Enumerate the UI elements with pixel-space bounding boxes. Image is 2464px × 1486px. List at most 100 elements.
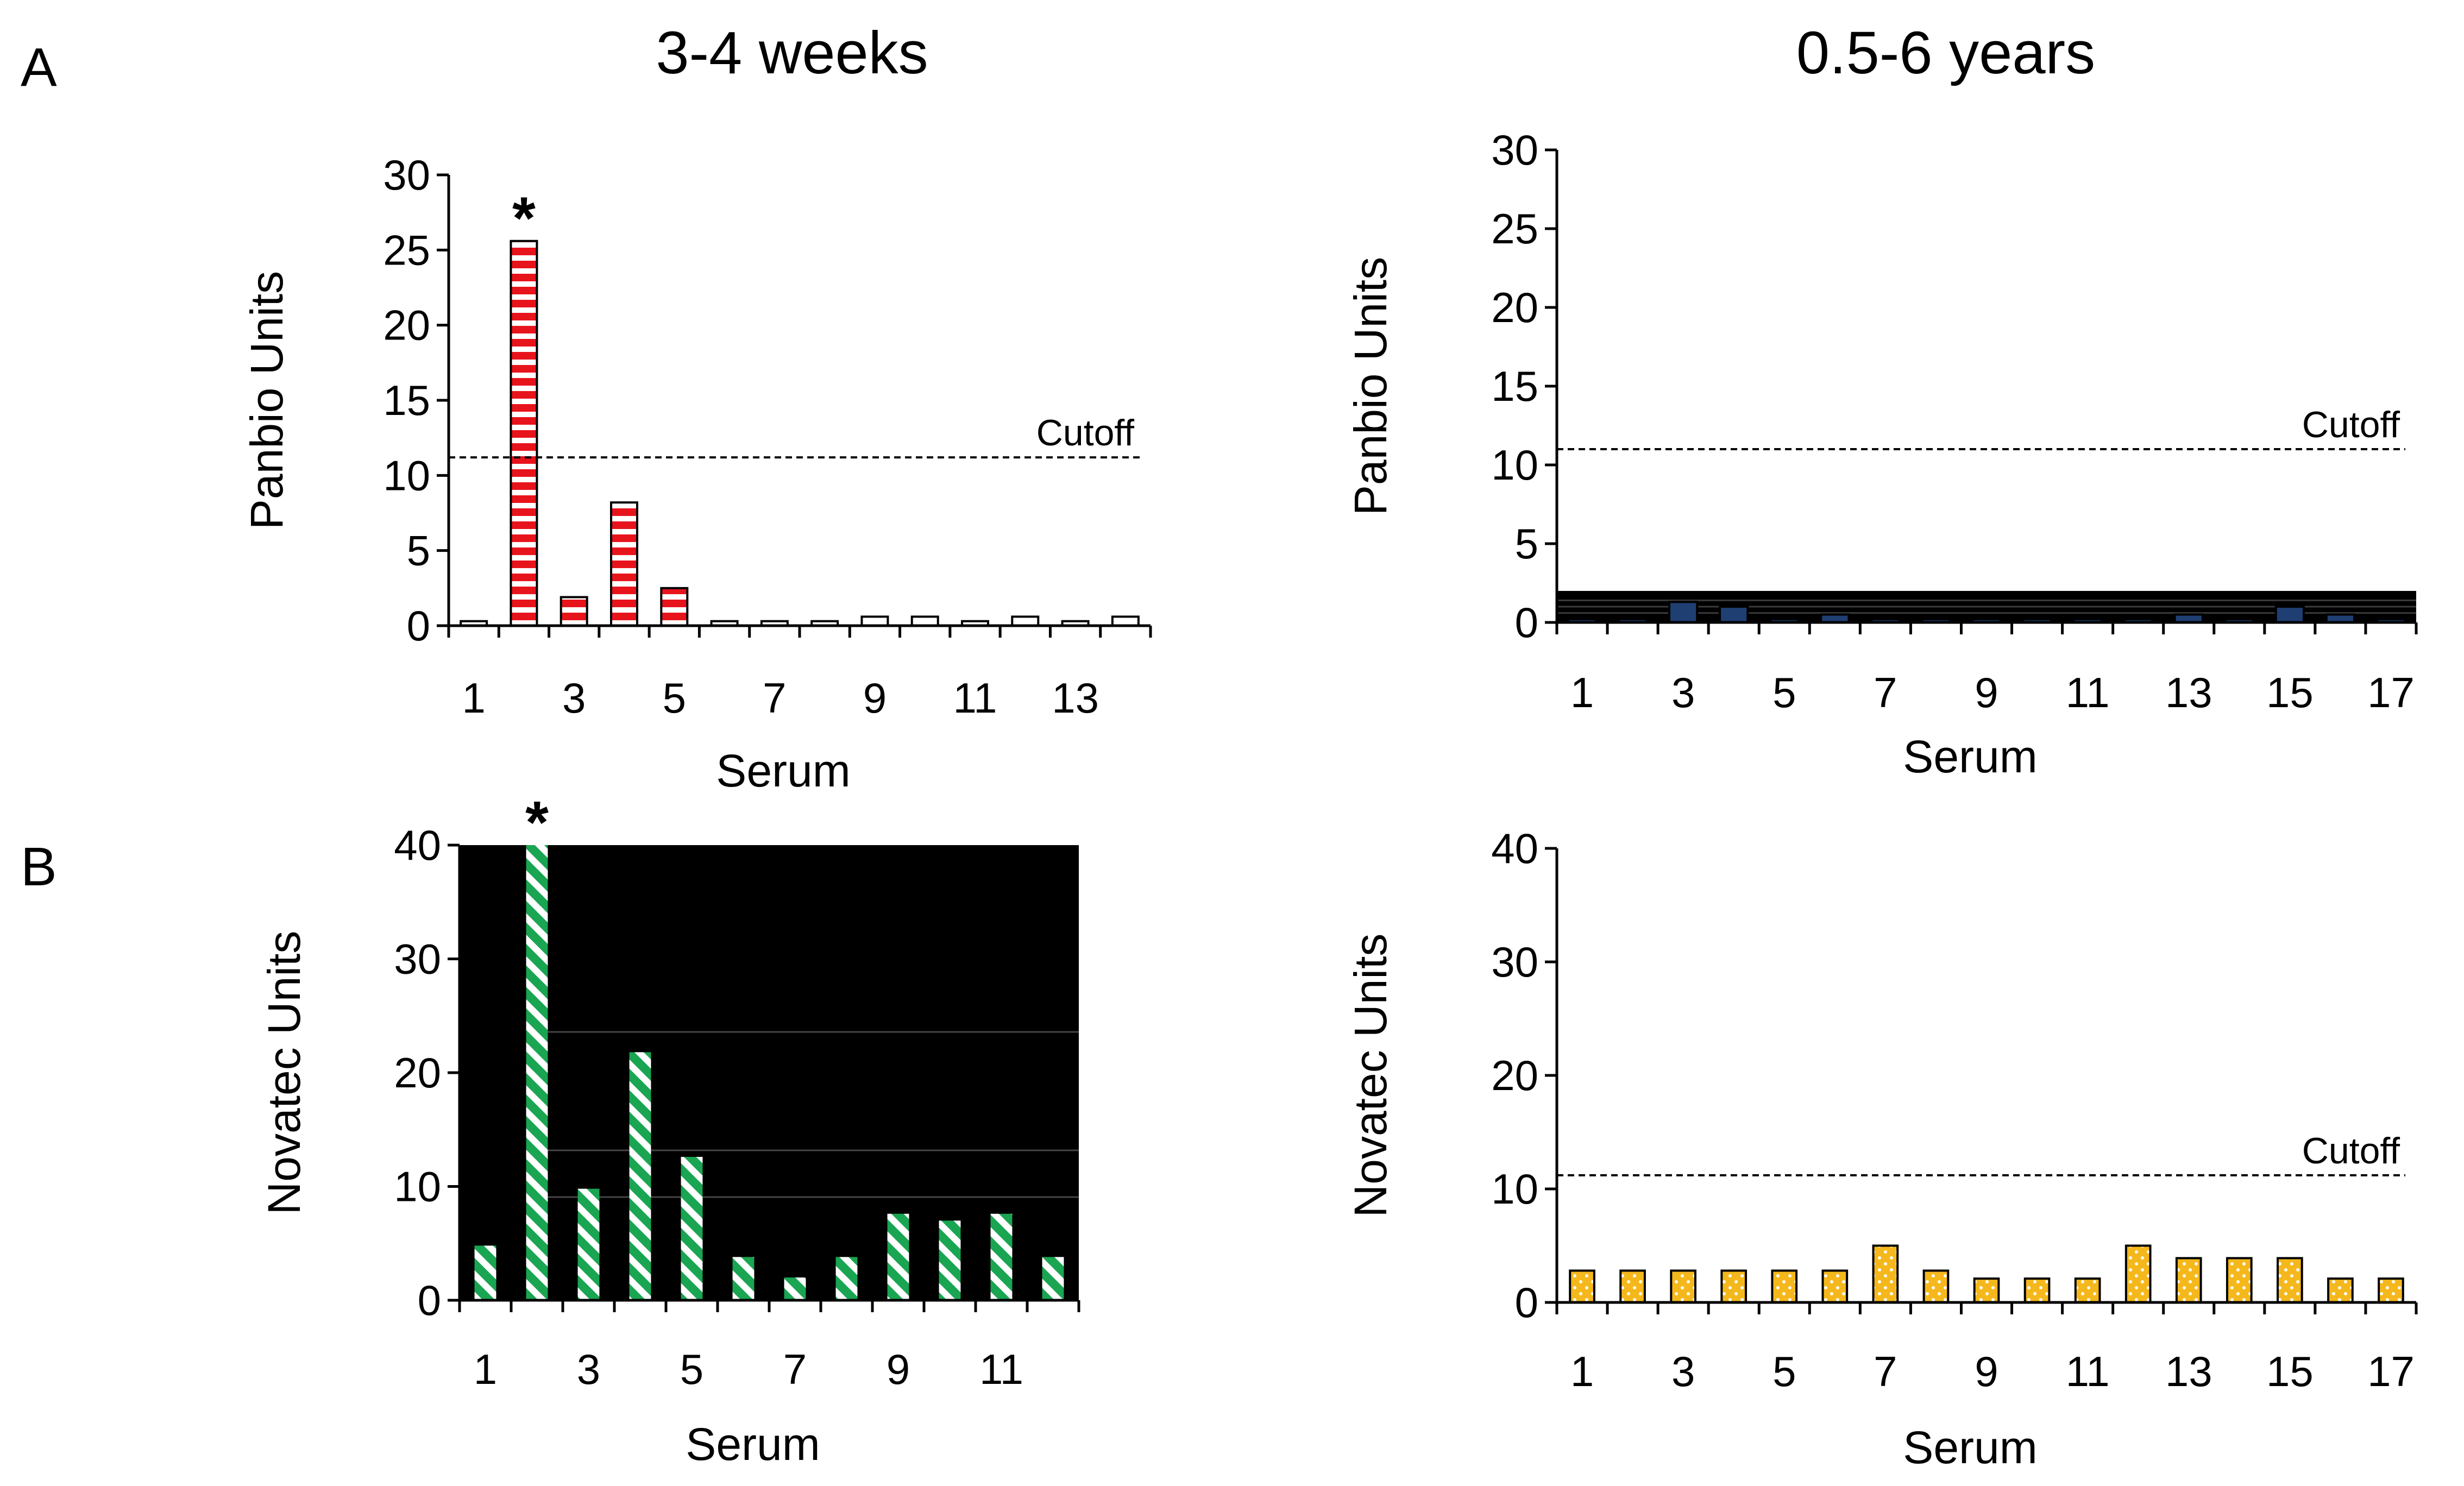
cutoff-label: Cutoff [2302, 1130, 2400, 1172]
bar-serum-6 [1821, 1269, 1849, 1304]
x-tick-label: 15 [2266, 1348, 2314, 1395]
x-tick-label: 3 [577, 1345, 600, 1393]
bar-serum-10 [2023, 1277, 2051, 1304]
x-tick-label: 5 [1772, 1348, 1796, 1395]
y-axis-label: Novatec Units [259, 931, 310, 1215]
y-tick-label: 25 [383, 226, 430, 274]
x-tick-label: 5 [1772, 669, 1796, 716]
y-tick-label: 10 [383, 451, 430, 499]
x-tick-label: 9 [1975, 1348, 1998, 1395]
x-tick-label: 7 [763, 674, 786, 722]
y-tick-label: 30 [394, 935, 441, 983]
y-tick-label: 30 [1491, 938, 1538, 986]
plot-background [460, 845, 1079, 1300]
x-tick-label: 17 [2367, 1348, 2415, 1395]
y-axis-label: Panbio Units [241, 271, 292, 530]
x-tick-label: 9 [1975, 669, 1998, 716]
bar-serum-5 [1771, 1269, 1798, 1304]
x-tick-label: 17 [2367, 669, 2415, 716]
bar-serum-7 [1872, 1244, 1899, 1304]
y-tick-label: 40 [394, 821, 441, 869]
bar-serum-12 [2124, 1244, 2152, 1304]
bar-serum-9 [1973, 1277, 2000, 1304]
x-tick-label: 13 [2165, 1348, 2212, 1395]
bar-serum-17 [2378, 1277, 2404, 1304]
x-tick-label: 3 [1671, 669, 1695, 716]
y-tick-label: 30 [383, 151, 430, 199]
x-tick-label: 1 [1570, 669, 1594, 716]
x-axis-label: Serum [686, 1419, 820, 1470]
bar-serum-4 [610, 501, 638, 627]
panel-letter-b: B [21, 836, 57, 897]
x-tick-label: 9 [887, 1345, 910, 1393]
x-tick-label: 7 [783, 1345, 807, 1393]
y-axis-label: Panbio Units [1345, 257, 1396, 515]
bar-serum-10 [939, 1220, 961, 1300]
x-tick-label: 13 [1052, 674, 1099, 722]
bar-serum-4 [1720, 1269, 1748, 1304]
bar-serum-11 [2074, 1277, 2101, 1304]
x-tick-label: 15 [2266, 669, 2314, 716]
x-tick-label: 3 [562, 674, 586, 722]
y-tick-label: 5 [1515, 520, 1538, 568]
x-tick-label: 11 [953, 674, 997, 722]
bar-serum-1 [474, 1245, 496, 1300]
y-tick-label: 20 [1491, 284, 1538, 331]
x-tick-label: 5 [663, 674, 686, 722]
bar-serum-9 [887, 1213, 909, 1300]
y-tick-label: 20 [394, 1049, 441, 1097]
bar-serum-4 [1719, 606, 1749, 624]
y-tick-label: 0 [1515, 599, 1538, 646]
y-tick-label: 10 [394, 1163, 441, 1211]
y-tick-label: 25 [1491, 205, 1538, 253]
y-tick-label: 5 [407, 527, 430, 575]
x-tick-label: 1 [462, 674, 485, 722]
bar-serum-3 [1670, 1269, 1696, 1304]
bar-serum-8 [1922, 1269, 1950, 1304]
bar-serum-16 [2327, 1277, 2354, 1304]
bar-serum-2 [510, 240, 538, 627]
x-axis-label: Serum [716, 745, 850, 796]
x-axis-label: Serum [1903, 1422, 2037, 1473]
x-tick-label: 7 [1874, 1348, 1897, 1395]
x-tick-label: 1 [1570, 1348, 1594, 1395]
bar-serum-14 [2226, 1257, 2253, 1304]
y-tick-label: 20 [1491, 1051, 1538, 1099]
cutoff-label: Cutoff [1036, 412, 1134, 454]
y-tick-label: 20 [383, 301, 430, 349]
panel-letter-a: A [21, 37, 57, 98]
bar-serum-5 [681, 1157, 703, 1300]
x-tick-label: 1 [474, 1345, 497, 1393]
y-axis-label: Novatec Units [1345, 934, 1396, 1218]
x-axis-label: Serum [1903, 731, 2037, 782]
y-tick-label: 10 [1491, 1165, 1538, 1213]
x-tick-label: 11 [2066, 1348, 2110, 1395]
bar-serum-6 [732, 1257, 755, 1300]
y-tick-label: 0 [418, 1276, 441, 1324]
y-tick-label: 30 [1491, 126, 1538, 174]
y-tick-label: 15 [383, 376, 430, 424]
significance-asterisk: * [512, 185, 536, 252]
significance-asterisk: * [525, 789, 549, 856]
bar-serum-2 [526, 845, 548, 1300]
bar-serum-13 [2175, 1257, 2202, 1304]
x-tick-label: 5 [680, 1345, 703, 1393]
y-tick-label: 0 [407, 602, 430, 650]
bar-serum-12 [1042, 1257, 1064, 1300]
chart-novatec-3-4-weeks: 0 10 20 30 40 1 3 5 7 9 11 Serum Novatec Units * [259, 789, 1080, 1470]
y-tick-label: 15 [1491, 362, 1538, 410]
x-tick-label: 11 [979, 1345, 1023, 1393]
y-tick-label: 40 [1491, 824, 1538, 872]
bar-serum-5 [660, 587, 689, 627]
x-tick-label: 9 [863, 674, 887, 722]
column-title-right: 0.5-6 years [1796, 20, 2095, 86]
y-tick-label: 10 [1491, 441, 1538, 489]
column-title-left: 3-4 weeks [656, 20, 928, 86]
bar-serum-3 [560, 596, 588, 627]
bar-serum-8 [835, 1257, 858, 1300]
cutoff-label: Cutoff [2302, 404, 2400, 445]
bar-serum-11 [990, 1213, 1013, 1300]
